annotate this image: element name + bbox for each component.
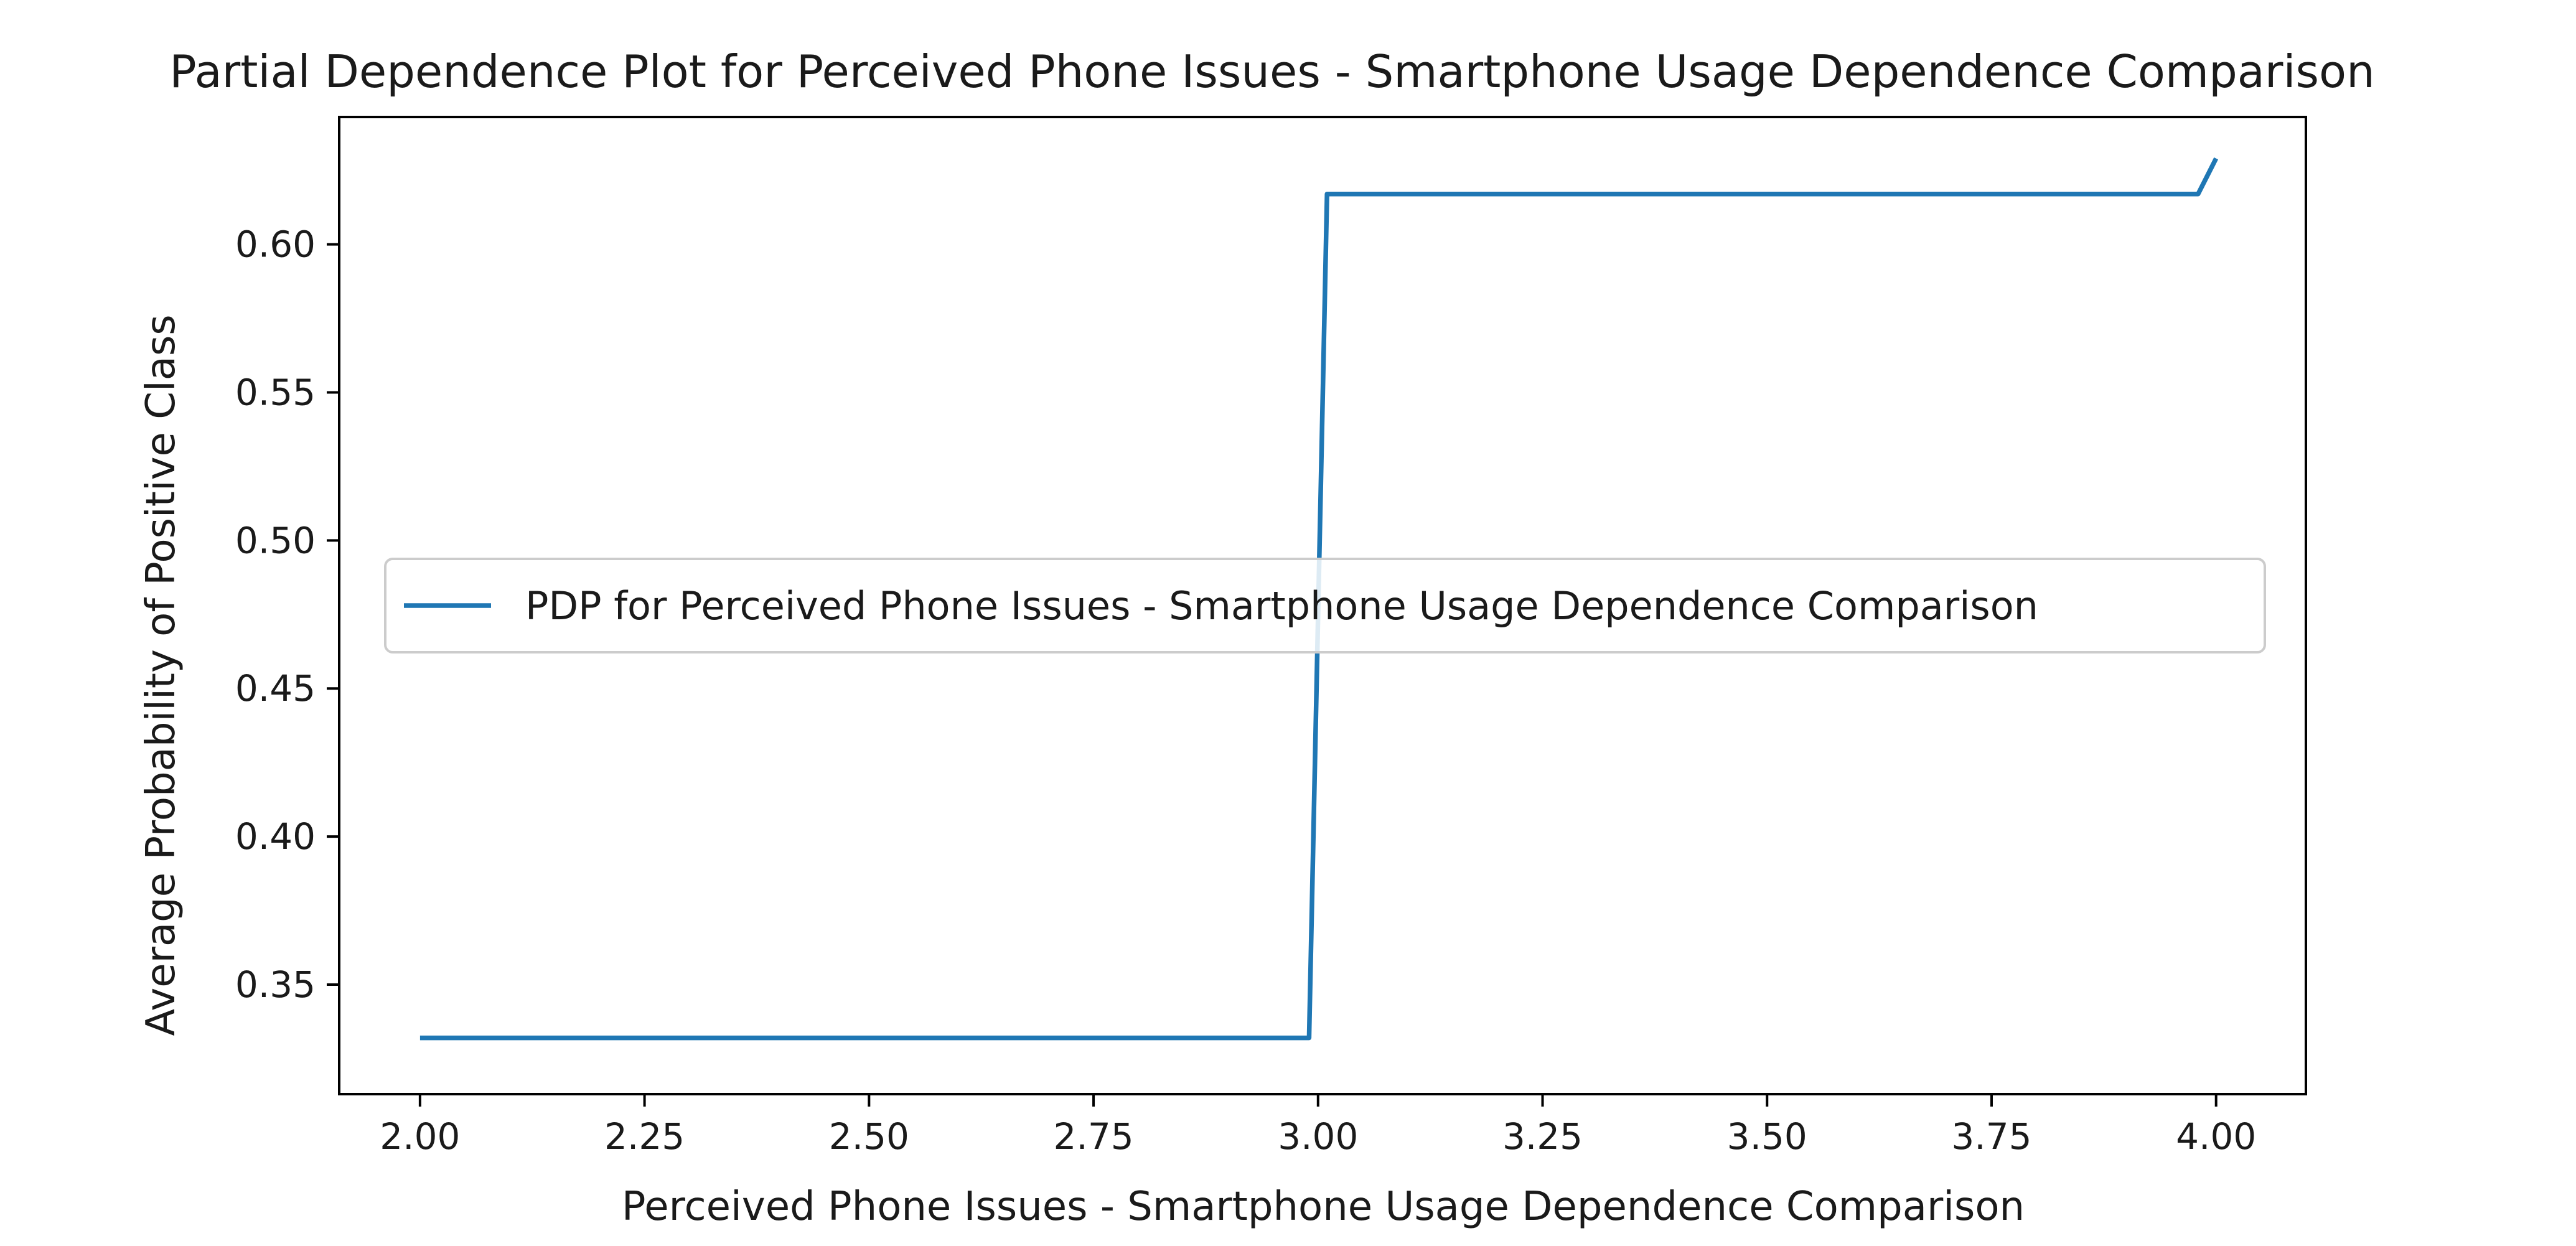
- y-tick-label: 0.40: [235, 815, 316, 858]
- y-tick-label: 0.35: [235, 963, 316, 1006]
- legend-label: PDP for Perceived Phone Issues - Smartph…: [525, 583, 2038, 629]
- x-tick-label: 2.25: [604, 1115, 685, 1158]
- x-axis-label: Perceived Phone Issues - Smartphone Usag…: [622, 1184, 2025, 1230]
- legend-box: [384, 558, 2266, 653]
- y-tick-label: 0.60: [235, 223, 316, 266]
- x-tick-label: 3.50: [1727, 1115, 1807, 1158]
- series-line-0: [419, 157, 2219, 1041]
- y-tick-label: 0.50: [235, 519, 316, 561]
- x-tick-label: 2.75: [1053, 1115, 1133, 1158]
- x-tick-label: 2.50: [829, 1115, 909, 1158]
- x-tick-label: 4.00: [2176, 1115, 2256, 1158]
- axes-frame: [338, 116, 2307, 1095]
- x-tick-label: 3.75: [1951, 1115, 2031, 1158]
- y-axis-label: Average Probability of Positive Class: [138, 314, 184, 1036]
- chart-title: Partial Dependence Plot for Perceived Ph…: [169, 45, 2374, 98]
- x-tick-label: 3.25: [1502, 1115, 1583, 1158]
- x-tick-label: 3.00: [1278, 1115, 1358, 1158]
- y-tick-label: 0.45: [235, 667, 316, 710]
- y-tick-label: 0.55: [235, 371, 316, 413]
- legend: PDP for Perceived Phone Issues - Smartph…: [384, 558, 2266, 653]
- plot-area: 2.00 2.25 2.50 2.75 3.00 3.25 3.50 3.75 4.00 0.35…: [235, 116, 2307, 1158]
- x-tick-label: 2.00: [380, 1115, 460, 1158]
